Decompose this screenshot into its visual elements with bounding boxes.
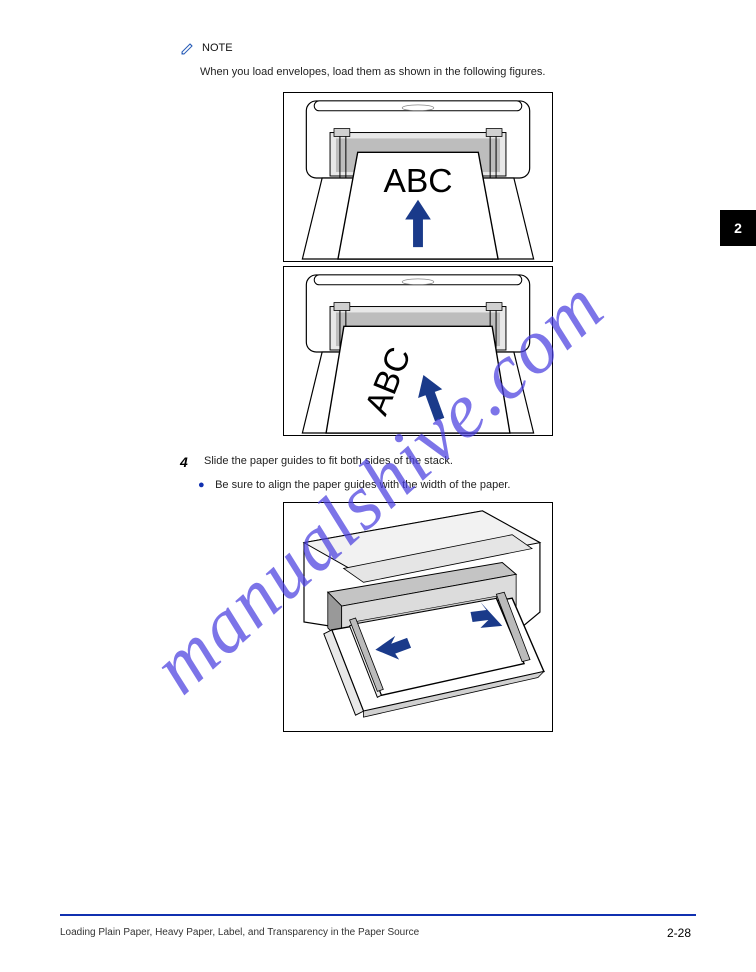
sub-step-text: Be sure to align the paper guides with t… [215, 479, 510, 491]
note-text: When you load envelopes, load them as sh… [200, 66, 546, 78]
bullet-icon: ● [198, 479, 212, 491]
figure-guides [180, 502, 656, 732]
step-text: Slide the paper guides to fit both sides… [204, 454, 453, 470]
sub-step: ● Be sure to align the paper guides with… [198, 478, 656, 493]
footer-rule [60, 914, 696, 916]
step-number: 4 [180, 454, 196, 470]
note-label: NOTE [202, 42, 233, 54]
svg-text:ABC: ABC [383, 163, 452, 200]
figure-box-3 [283, 502, 553, 732]
step-4: 4 Slide the paper guides to fit both sid… [180, 454, 656, 470]
footer-left: Loading Plain Paper, Heavy Paper, Label,… [60, 927, 419, 938]
figure-box-1: ABC [283, 92, 553, 262]
footer-page: 2-28 [667, 926, 691, 940]
page: NOTE When you load envelopes, load them … [0, 0, 756, 972]
figure-portrait: ABC ABC [180, 92, 656, 436]
pencil-icon [180, 40, 196, 56]
figure-box-2: ABC [283, 266, 553, 436]
side-tab: 2 [720, 210, 756, 246]
note-row: NOTE [180, 40, 656, 56]
note-text-block: When you load envelopes, load them as sh… [180, 62, 656, 80]
